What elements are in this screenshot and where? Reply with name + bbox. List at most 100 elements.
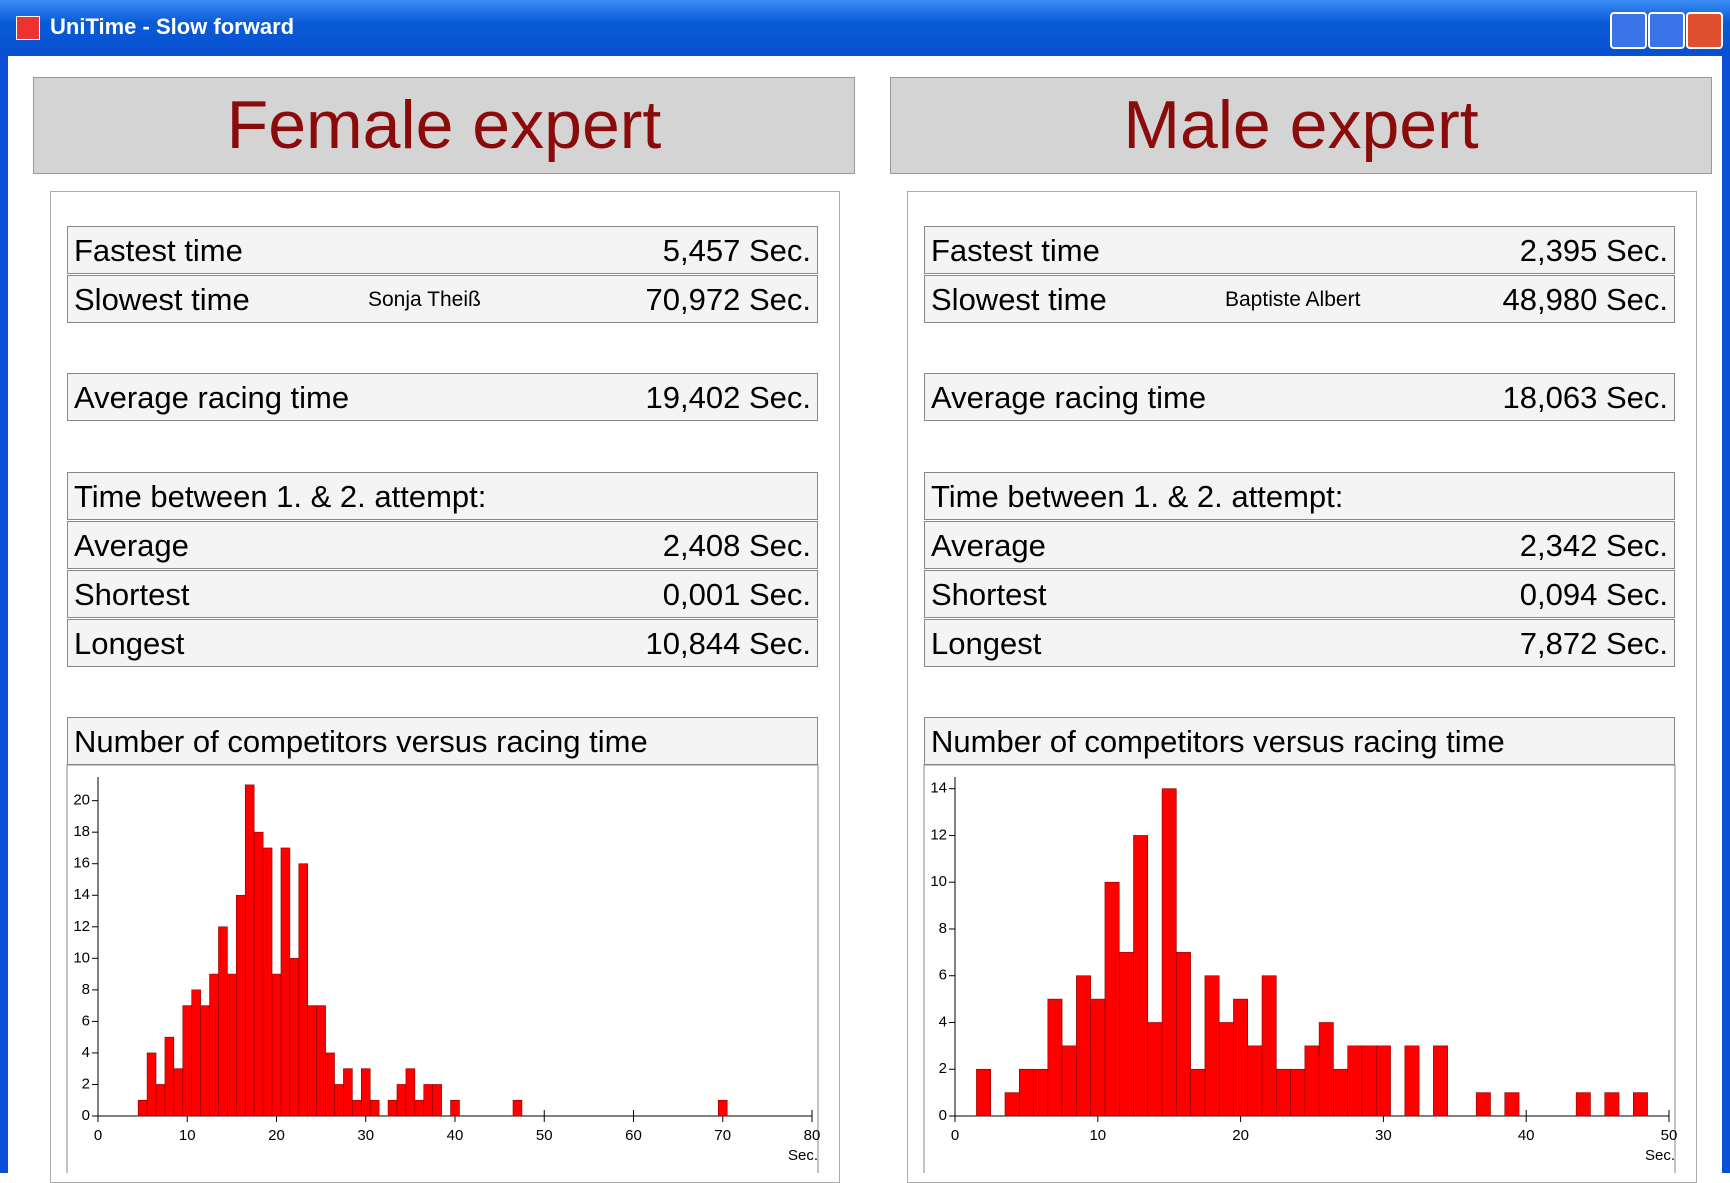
bar (1004, 1092, 1020, 1117)
y-tick-label: 8 (82, 981, 90, 998)
bar (976, 1068, 991, 1117)
y-tick-label: 18 (73, 823, 90, 840)
stat-label: Time between 1. & 2. attempt: (74, 479, 487, 514)
bar (1275, 1068, 1291, 1117)
stat-value: 48,980 Sec. (1502, 282, 1668, 317)
stat-row: Longest 10,844 Sec. (67, 619, 818, 667)
bar (1047, 998, 1063, 1117)
y-tick-label: 6 (82, 1012, 90, 1029)
bar (325, 1052, 335, 1117)
bar (227, 973, 237, 1117)
minimize-button[interactable] (1610, 12, 1647, 49)
stat-row: Shortest 0,001 Sec. (67, 570, 818, 618)
stat-row: Average racing time 19,402 Sec. (67, 373, 818, 421)
bar (1361, 1045, 1377, 1117)
stat-row: Slowest time 48,980 Sec. Baptiste Albert (924, 275, 1675, 323)
stat-row: Fastest time 5,457 Sec. (67, 226, 818, 274)
bar (1504, 1092, 1520, 1117)
bar (1161, 788, 1177, 1117)
bar (1190, 1068, 1206, 1117)
bar (137, 1099, 148, 1117)
competitor-name: Sonja Theiß (368, 288, 481, 311)
stat-row: Number of competitors versus racing time (924, 717, 1675, 765)
stat-row: Average 2,408 Sec. (67, 521, 818, 569)
x-tick-label: 10 (1089, 1127, 1106, 1144)
x-tick-label: 20 (1232, 1127, 1249, 1144)
bar (280, 847, 291, 1117)
stat-label: Number of competitors versus racing time (74, 724, 648, 759)
bar (1247, 1045, 1263, 1117)
bar (1575, 1092, 1591, 1117)
stat-label: Fastest time (931, 233, 1100, 268)
bar (512, 1099, 523, 1117)
y-tick-label: 10 (73, 949, 90, 966)
app-icon (16, 16, 40, 40)
bar (173, 1068, 184, 1117)
bar (1632, 1092, 1648, 1117)
x-tick-label: 40 (1518, 1127, 1535, 1144)
bar (262, 847, 273, 1117)
stat-value: 2,395 Sec. (1519, 233, 1668, 268)
bar (298, 863, 309, 1117)
bar (1061, 1045, 1077, 1117)
stat-value: 2,342 Sec. (1519, 528, 1668, 563)
y-tick-label: 4 (939, 1013, 947, 1030)
histogram: 0 2 4 6 8 10 12 14 16 18 20 0 10 20 30 40 50 60 70 80 Sec. (66, 764, 821, 1173)
bar (1375, 1045, 1391, 1117)
x-tick-label: 30 (1375, 1127, 1392, 1144)
y-tick-label: 12 (73, 918, 90, 935)
bar (1318, 1022, 1334, 1117)
stat-label: Shortest (931, 577, 1047, 612)
y-tick-label: 0 (82, 1107, 90, 1124)
panel-heading: Male expert (890, 77, 1712, 174)
stat-label: Number of competitors versus racing time (931, 724, 1505, 759)
bar (717, 1099, 728, 1117)
bar (414, 1099, 425, 1117)
y-tick-label: 0 (939, 1107, 947, 1124)
stat-row: Average racing time 18,063 Sec. (924, 373, 1675, 421)
bar (271, 973, 282, 1117)
x-tick-label: 70 (714, 1127, 731, 1144)
bar (1404, 1045, 1420, 1117)
bar (155, 1084, 166, 1117)
histogram: 0 2 4 6 8 10 12 14 0 10 20 30 40 50 Sec. (923, 764, 1678, 1173)
bar (1090, 998, 1106, 1117)
stat-row: Longest 7,872 Sec. (924, 619, 1675, 667)
bar (1204, 975, 1220, 1117)
y-tick-label: 4 (82, 1044, 90, 1061)
bar (1304, 1045, 1320, 1117)
bar (1147, 1022, 1163, 1117)
stat-label: Longest (74, 626, 185, 661)
title-bar: UniTime - Slow forward (0, 0, 1730, 56)
bar (352, 1099, 362, 1117)
y-tick-label: 12 (930, 826, 947, 843)
x-tick-label: 50 (1661, 1127, 1678, 1144)
stat-row: Fastest time 2,395 Sec. (924, 226, 1675, 274)
close-button[interactable] (1686, 12, 1723, 49)
bar (1118, 952, 1134, 1117)
stat-value: 10,844 Sec. (645, 626, 811, 661)
stat-value: 18,063 Sec. (1502, 380, 1668, 415)
window-title: UniTime - Slow forward (50, 14, 295, 39)
y-tick-label: 2 (939, 1060, 947, 1077)
stat-label: Average (931, 528, 1046, 563)
stat-value: 0,094 Sec. (1519, 577, 1668, 612)
y-tick-label: 10 (930, 873, 947, 890)
y-tick-label: 16 (73, 855, 90, 872)
bar (200, 1005, 210, 1117)
bar (343, 1068, 353, 1117)
maximize-button[interactable] (1648, 12, 1685, 49)
bar (1475, 1092, 1491, 1117)
bar (334, 1084, 344, 1117)
stat-label: Average (74, 528, 189, 563)
bar (289, 958, 300, 1117)
bar (182, 1005, 193, 1117)
stat-value: 70,972 Sec. (645, 282, 811, 317)
x-tick-label: 80 (804, 1127, 821, 1144)
competitor-name: Baptiste Albert (1225, 288, 1361, 311)
bar (244, 784, 255, 1117)
bar (1261, 975, 1277, 1117)
bar (1076, 975, 1091, 1117)
bar (369, 1099, 380, 1117)
